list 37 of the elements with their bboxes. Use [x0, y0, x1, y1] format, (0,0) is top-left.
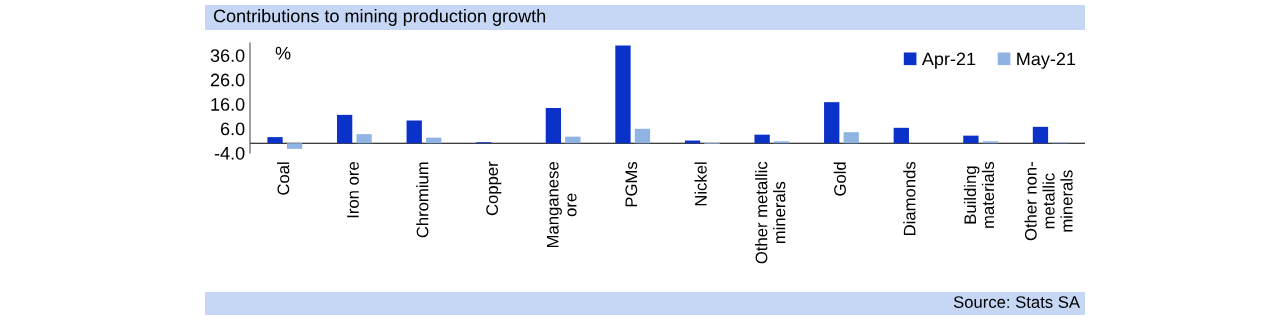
bar — [615, 45, 631, 144]
bar — [893, 127, 909, 144]
bar — [1032, 126, 1049, 144]
legend-label: May-21 — [1017, 52, 1076, 69]
bar — [286, 143, 303, 149]
x-tick-label: Building materials — [963, 161, 995, 228]
y-tick-label: -4.0 — [214, 146, 245, 160]
y-tick-label: 26.0 — [210, 73, 245, 87]
x-tick-label: Diamonds — [903, 161, 916, 235]
x-tick-label: Iron ore — [347, 162, 359, 218]
source-note: Source: Stats SA — [953, 296, 1080, 308]
bar — [634, 128, 651, 144]
bar — [824, 102, 840, 144]
x-tick-label: Gold — [833, 162, 846, 196]
y-tick-label: 16.0 — [211, 98, 245, 111]
x-tick-label: Copper — [486, 161, 502, 216]
bar — [545, 108, 562, 144]
y-axis-title: % — [275, 46, 291, 60]
x-tick-label: Manganese ore — [546, 162, 577, 248]
bar — [754, 134, 770, 144]
bar — [963, 135, 979, 144]
x-tick-label: Nickel — [694, 162, 707, 206]
x-tick-label: Other non- metallic minerals — [1024, 162, 1073, 241]
x-tick-label: Chromium — [416, 162, 429, 238]
y-tick-label: 6.0 — [220, 122, 245, 136]
bar — [843, 132, 859, 144]
bar — [356, 134, 372, 144]
legend-label: Apr-21 — [921, 52, 976, 69]
bar — [565, 136, 581, 144]
bar — [406, 120, 422, 144]
bar — [267, 137, 283, 144]
bar — [336, 114, 353, 144]
chart-title: Contributions to mining production growth — [213, 9, 546, 26]
y-tick-label: 36.0 — [210, 49, 245, 62]
x-tick-label: Coal — [277, 162, 290, 195]
x-tick-label: PGMs — [625, 161, 638, 207]
x-tick-label: Other metallic minerals — [755, 161, 786, 264]
